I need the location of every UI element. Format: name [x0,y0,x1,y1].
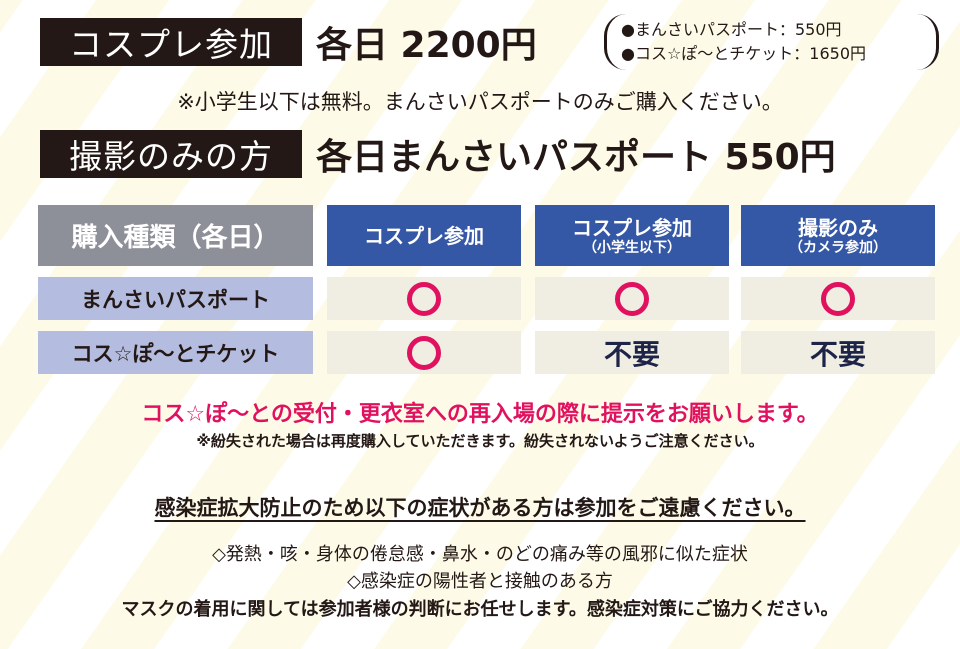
circle-mark-icon [615,281,649,316]
cosplay-price: 各日 2200円 [316,25,537,66]
photo-price: 各日まんさいパスポート 550円 [316,137,836,178]
infection-line: ◇感染症の陽性者と接触のある方 [347,571,613,592]
children-note: ※小学生以下は無料。まんさいパスポートのみご購入ください。 [177,90,783,114]
circle-mark-icon [407,281,441,316]
header-subtext: （カメラ参加） [789,239,887,256]
header-text: 撮影のみ [798,215,878,240]
breakdown-ticket: ●コス☆ぽ〜とチケット：1650円 [621,44,867,63]
price-breakdown: ●まんさいパスポート：550円 ●コス☆ぽ〜とチケット：1650円 [604,14,939,70]
lost-notice: ※紛失された場合は再度購入していただきます。紛失されないようご注意ください。 [196,432,764,450]
reentry-notice: コス☆ぽ〜との受付・更衣室への再入場の際に提示をお願いします。 [141,402,819,427]
row-label-ticket: コス☆ぽ〜とチケット [38,331,313,374]
table-cell [535,277,729,320]
mask-note: マスクの着用に関しては参加者様の判断にお任せします。感染症対策にご協力ください。 [121,599,839,620]
table-header-photo: 撮影のみ （カメラ参加） [741,205,935,266]
table-cell [741,277,935,320]
circle-mark-icon [407,335,441,370]
table-cell [327,331,521,374]
header-subtext: （小学生以下） [583,239,681,256]
cosplay-label: コスプレ参加 [40,18,302,66]
table-cell: 不要 [741,331,935,374]
circle-mark-icon [821,281,855,316]
table-header-cosplay: コスプレ参加 [327,205,521,266]
table-header-cosplay-child: コスプレ参加 （小学生以下） [535,205,729,266]
photo-label: 撮影のみの方 [40,130,302,178]
header-text: コスプレ参加 [364,223,484,248]
header-text: コスプレ参加 [572,215,692,240]
breakdown-passport: ●まんさいパスポート：550円 [621,20,842,39]
table-header-type: 購入種類（各日） [38,205,313,266]
infection-line: ◇発熱・咳・身体の倦怠感・鼻水・のどの痛み等の風邪に似た症状 [212,544,748,565]
table-cell [327,277,521,320]
row-label-passport: まんさいパスポート [38,277,313,320]
table-cell: 不要 [535,331,729,374]
infection-heading: 感染症拡大防止のため以下の症状がある方は参加をご遠慮ください。 [154,496,806,520]
